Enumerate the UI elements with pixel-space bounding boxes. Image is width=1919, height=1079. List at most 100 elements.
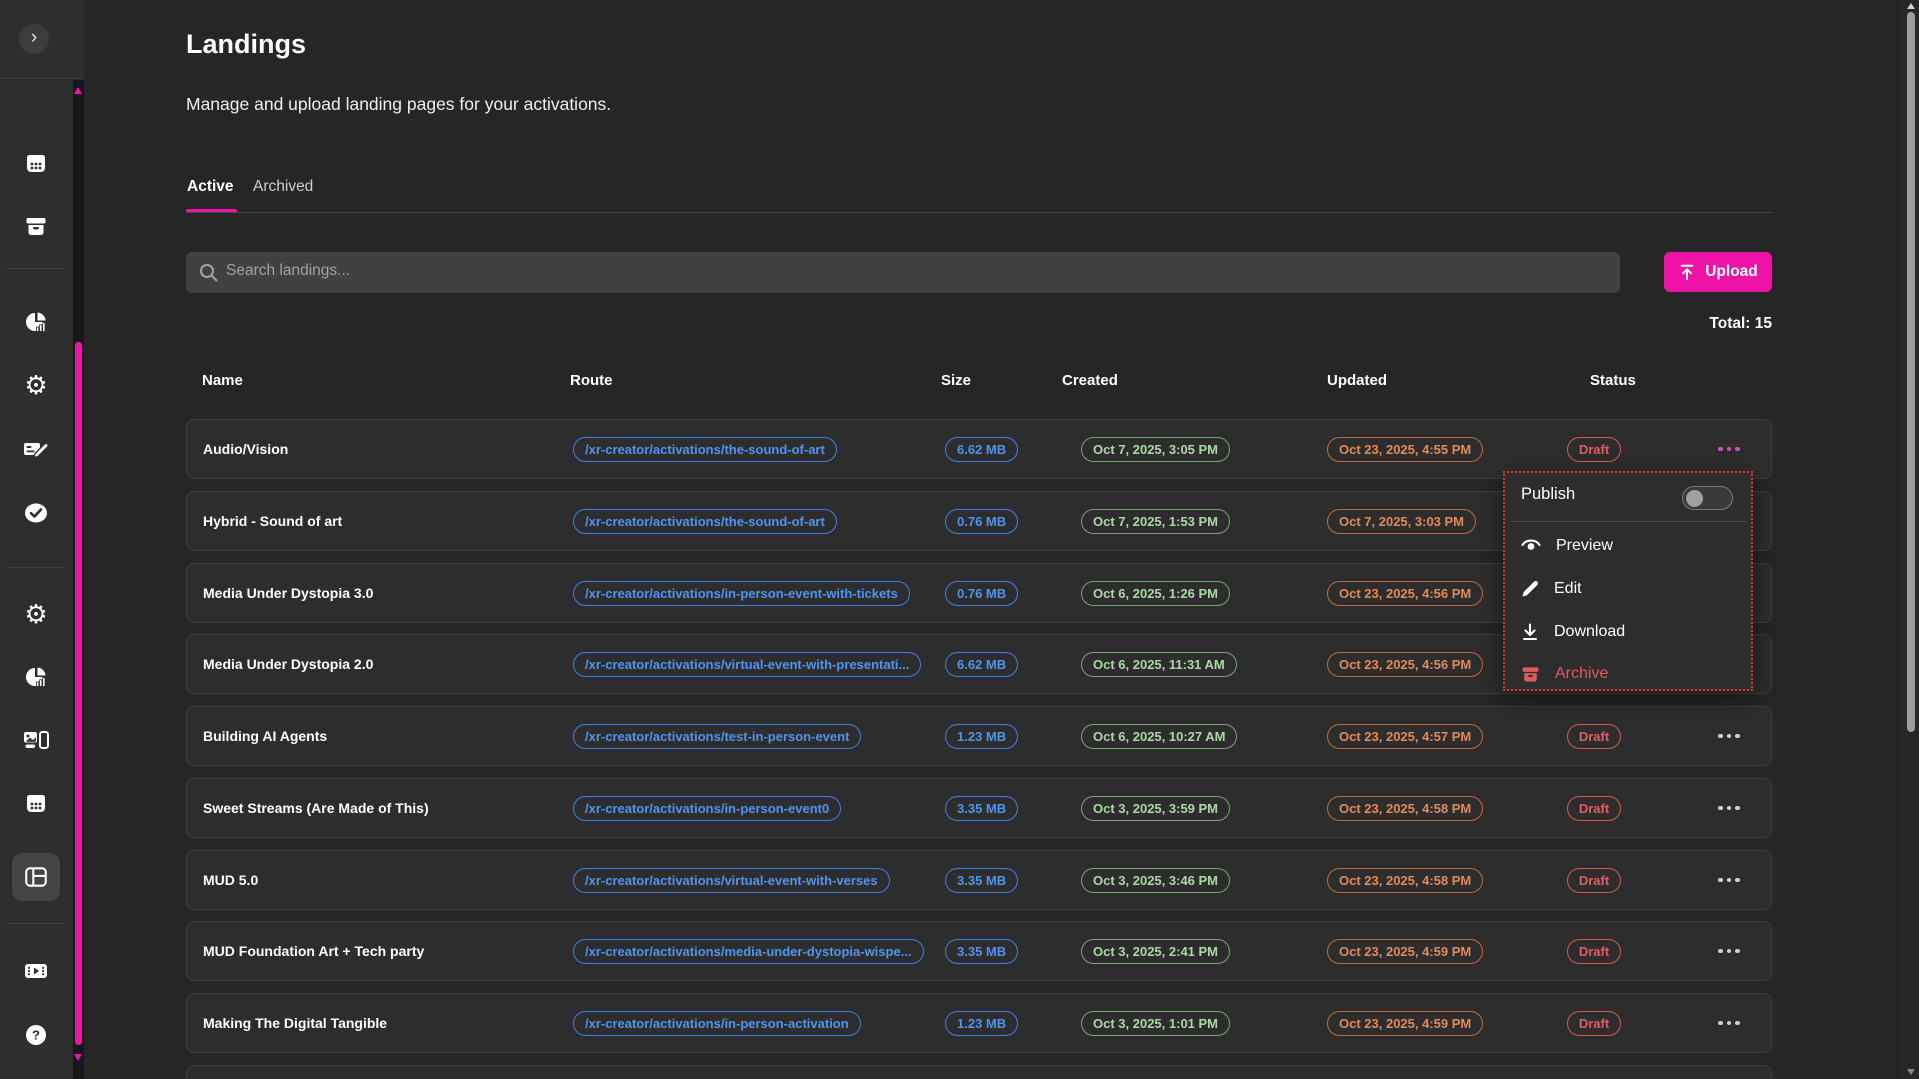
page-title: Landings bbox=[186, 29, 306, 59]
sidebar-scroll-down-icon[interactable] bbox=[74, 1054, 82, 1061]
row-actions-button[interactable] bbox=[1707, 707, 1751, 765]
gear-icon: ⚙ bbox=[24, 600, 48, 630]
sidebar-item-calendar[interactable] bbox=[12, 139, 60, 187]
page-scrollbar[interactable] bbox=[1902, 0, 1919, 1079]
calendar-icon bbox=[24, 151, 48, 175]
route-pill: /xr-creator/activations/virtual-event-wi… bbox=[573, 851, 890, 909]
ellipsis-icon bbox=[1718, 733, 1740, 739]
image-panel-icon bbox=[23, 728, 49, 752]
updated-pill: Oct 23, 2025, 4:59 PM bbox=[1327, 994, 1484, 1052]
status-badge: Draft bbox=[1558, 994, 1630, 1052]
ellipsis-icon bbox=[1718, 1020, 1740, 1026]
row-actions-button[interactable] bbox=[1707, 994, 1751, 1052]
table-row[interactable]: Building AI Agents/xr-creator/activation… bbox=[186, 706, 1772, 766]
route-pill: /xr-creator/activations/the-sound-of-art bbox=[573, 420, 837, 478]
check-circle-icon bbox=[23, 501, 49, 525]
size-pill: 1.23 MB bbox=[945, 994, 1019, 1052]
sidebar-item-image-panel[interactable] bbox=[12, 716, 60, 764]
menu-item-edit[interactable]: Edit bbox=[1505, 567, 1751, 610]
size-pill: 0.76 MB bbox=[945, 492, 1019, 550]
gear-icon: ⚙ bbox=[24, 371, 48, 401]
ellipsis-icon bbox=[1718, 877, 1740, 883]
landing-name: MUD Foundation Art + Tech party bbox=[203, 943, 425, 959]
table-row[interactable]: Sweet Streams (Are Made of This) /xr-crea… bbox=[186, 778, 1772, 838]
size-pill: 3.35 MB bbox=[945, 851, 1019, 909]
landing-name: Media Under Dystopia 3.0 bbox=[203, 585, 374, 601]
size-pill: 0.76 MB bbox=[945, 564, 1019, 622]
row-actions-button[interactable] bbox=[1707, 922, 1751, 980]
download-icon bbox=[1520, 622, 1540, 642]
sidebar-nav: ⚙ ⚙? bbox=[0, 80, 73, 1079]
updated-pill: Oct 23, 2025, 4:58 PM bbox=[1327, 851, 1484, 909]
tabs-divider bbox=[186, 212, 1772, 213]
table-row[interactable]: MUD 5.0/xr-creator/activations/virtual-e… bbox=[186, 850, 1772, 910]
column-header-size: Size bbox=[941, 372, 972, 389]
menu-item-label: Download bbox=[1554, 622, 1626, 640]
size-pill: 3.35 MB bbox=[945, 922, 1019, 980]
column-header-status: Status bbox=[1590, 372, 1636, 389]
row-actions-button[interactable] bbox=[1707, 779, 1751, 837]
updated-pill: Oct 23, 2025, 4:57 PM bbox=[1327, 707, 1484, 765]
route-pill: /xr-creator/activations/in-person-activa… bbox=[573, 994, 861, 1052]
updated-pill: Oct 23, 2025, 4:56 PM bbox=[1327, 635, 1484, 693]
size-pill: 3.35 MB bbox=[945, 779, 1019, 837]
row-actions-button[interactable] bbox=[1707, 851, 1751, 909]
sidebar-section-divider bbox=[6, 268, 64, 269]
column-header-route: Route bbox=[570, 372, 613, 389]
menu-item-preview[interactable]: Preview bbox=[1505, 524, 1751, 567]
publish-toggle[interactable] bbox=[1682, 486, 1733, 510]
upload-icon bbox=[1680, 264, 1694, 281]
size-pill: 1.23 MB bbox=[945, 707, 1019, 765]
route-pill: /xr-creator/activations/the-sound-of-art bbox=[573, 492, 837, 550]
ellipsis-icon bbox=[1718, 948, 1740, 954]
sidebar-scrollbar-thumb[interactable] bbox=[75, 342, 82, 1045]
updated-pill: Oct 23, 2025, 4:56 PM bbox=[1327, 564, 1484, 622]
status-badge: Draft bbox=[1558, 707, 1630, 765]
sidebar-scrollbar[interactable] bbox=[73, 80, 84, 1079]
scroll-up-icon[interactable] bbox=[1907, 3, 1915, 9]
landing-name: Audio/Vision bbox=[203, 441, 289, 457]
sidebar-item-pie-chart[interactable] bbox=[12, 653, 60, 701]
sidebar-item-layout[interactable] bbox=[12, 853, 60, 901]
sidebar-item-film[interactable] bbox=[12, 947, 60, 995]
sidebar-item-pie-chart[interactable] bbox=[12, 298, 60, 346]
sidebar-item-calendar[interactable] bbox=[12, 779, 60, 827]
sidebar-item-check-circle[interactable] bbox=[12, 489, 60, 537]
table-row[interactable]: MUD Foundation Art + Tech party/xr-creat… bbox=[186, 921, 1772, 981]
table-row[interactable]: Audio/Vision/xr-creator/activations/the-… bbox=[186, 419, 1772, 479]
table-row[interactable]: Making The Digital Tangible/xr-creator/a… bbox=[186, 993, 1772, 1053]
tab-archived[interactable]: Archived bbox=[253, 178, 314, 195]
pie-chart-icon bbox=[24, 665, 48, 689]
scroll-down-icon[interactable] bbox=[1907, 1069, 1915, 1075]
sidebar-item-help[interactable]: ? bbox=[12, 1011, 60, 1059]
page-scrollbar-thumb[interactable] bbox=[1907, 12, 1915, 732]
column-header-created: Created bbox=[1062, 372, 1118, 389]
search-input[interactable]: Search landings... bbox=[186, 252, 1620, 293]
landing-name: Building AI Agents bbox=[203, 728, 328, 744]
sidebar-expand-button[interactable]: › bbox=[19, 24, 49, 54]
help-icon: ? bbox=[24, 1023, 48, 1047]
updated-pill: Oct 7, 2025, 3:03 PM bbox=[1327, 492, 1477, 550]
size-pill: 6.62 MB bbox=[945, 420, 1019, 478]
sidebar-item-archive[interactable] bbox=[12, 202, 60, 250]
column-header-updated: Updated bbox=[1327, 372, 1387, 389]
created-pill: Oct 6, 2025, 10:27 AM bbox=[1081, 707, 1238, 765]
created-pill: Oct 3, 2025, 2:41 PM bbox=[1081, 922, 1231, 980]
route-pill: /xr-creator/activations/virtual-event-wi… bbox=[573, 635, 922, 693]
route-pill: /xr-creator/activations/in-person-event-… bbox=[573, 564, 910, 622]
row-context-menu: Publish Preview Edit Download Archive bbox=[1503, 471, 1753, 691]
created-pill: Oct 3, 2025, 3:59 PM bbox=[1081, 779, 1231, 837]
row-actions-button[interactable] bbox=[1707, 420, 1751, 478]
tab-active[interactable]: Active bbox=[187, 178, 234, 195]
menu-item-download[interactable]: Download bbox=[1505, 610, 1751, 653]
created-pill: Oct 7, 2025, 1:53 PM bbox=[1081, 492, 1231, 550]
menu-item-archive[interactable]: Archive bbox=[1505, 652, 1751, 695]
landing-name: MUD 5.0 bbox=[203, 872, 259, 888]
upload-button[interactable]: Upload bbox=[1664, 252, 1772, 292]
created-pill: Oct 3, 2025, 1:01 PM bbox=[1081, 994, 1231, 1052]
ellipsis-icon bbox=[1718, 805, 1740, 811]
sidebar-item-gear[interactable]: ⚙ bbox=[12, 591, 60, 639]
sidebar-item-card-edit[interactable] bbox=[12, 425, 60, 473]
sidebar-item-gear[interactable]: ⚙ bbox=[12, 362, 60, 410]
sidebar-scroll-up-icon[interactable] bbox=[74, 87, 82, 94]
